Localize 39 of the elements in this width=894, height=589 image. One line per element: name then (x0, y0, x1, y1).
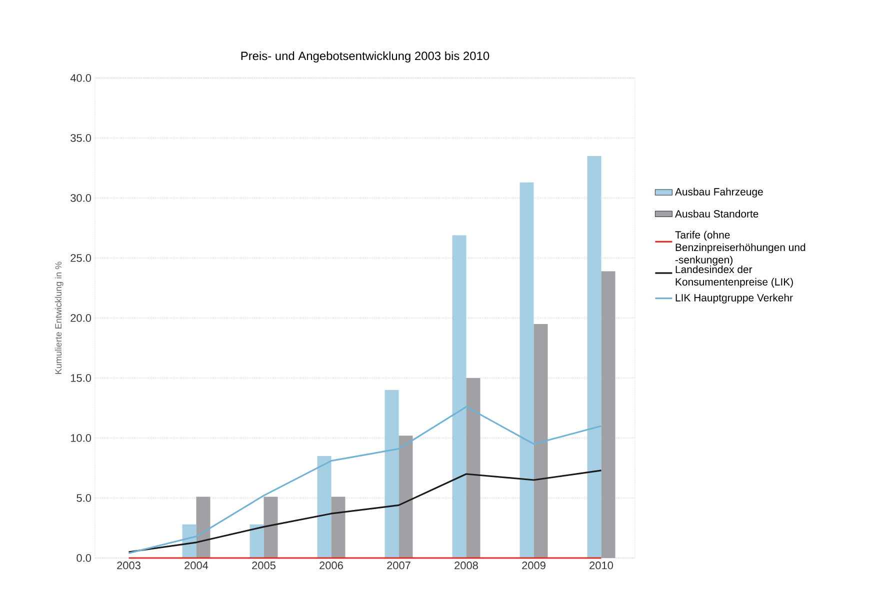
bar (264, 496, 278, 558)
bar (317, 456, 332, 558)
y-axis-title: Kumulierte Entwicklung in % (54, 262, 64, 374)
bar (331, 496, 346, 558)
bar (196, 496, 210, 558)
y-tick-label: 15.0 (70, 374, 92, 382)
line-series (128, 406, 602, 554)
bar (587, 156, 602, 558)
bar (398, 436, 413, 558)
line-series (128, 470, 602, 553)
bar (250, 524, 264, 558)
bar (601, 271, 616, 558)
bar (534, 324, 548, 558)
x-tick-label: 2007 (387, 562, 410, 570)
legend-label: Ausbau Standorte (674, 210, 758, 218)
x-tick-label: 2004 (184, 562, 208, 570)
legend-label: LIK Hauptgruppe Verkehr (676, 294, 793, 304)
bar (520, 182, 534, 558)
y-tick-label: 20.0 (70, 314, 92, 322)
x-tick-label: 2010 (590, 562, 613, 570)
legend-label: Landesindex der Konsumentenpreise (LIK) (676, 265, 793, 288)
y-tick-label: 35.0 (70, 134, 92, 142)
x-tick-label: 2008 (454, 562, 478, 570)
x-tick-label: 2005 (252, 562, 276, 570)
y-tick-label: 30.0 (70, 194, 92, 202)
y-tick-label: 5.0 (76, 494, 92, 502)
legend-label: Tarife (ohne Benzinpreiserhöhungen und -senkungen) (675, 230, 806, 266)
chart-title: Preis- und Angebotsentwicklung 2003 bis 2010 (241, 51, 490, 62)
x-tick-label: 2006 (320, 562, 343, 570)
x-tick-label: 2009 (522, 562, 546, 570)
y-tick-label: 40.0 (70, 74, 92, 82)
y-tick-label: 0.0 (76, 554, 92, 562)
y-tick-label: 25.0 (70, 254, 92, 262)
bar (384, 390, 399, 558)
bar (452, 235, 466, 558)
legend-label: Ausbau Fahrzeuge (674, 188, 763, 198)
y-tick-label: 10.0 (70, 434, 92, 442)
x-tick-label: 2003 (117, 562, 140, 570)
bar (466, 378, 480, 558)
